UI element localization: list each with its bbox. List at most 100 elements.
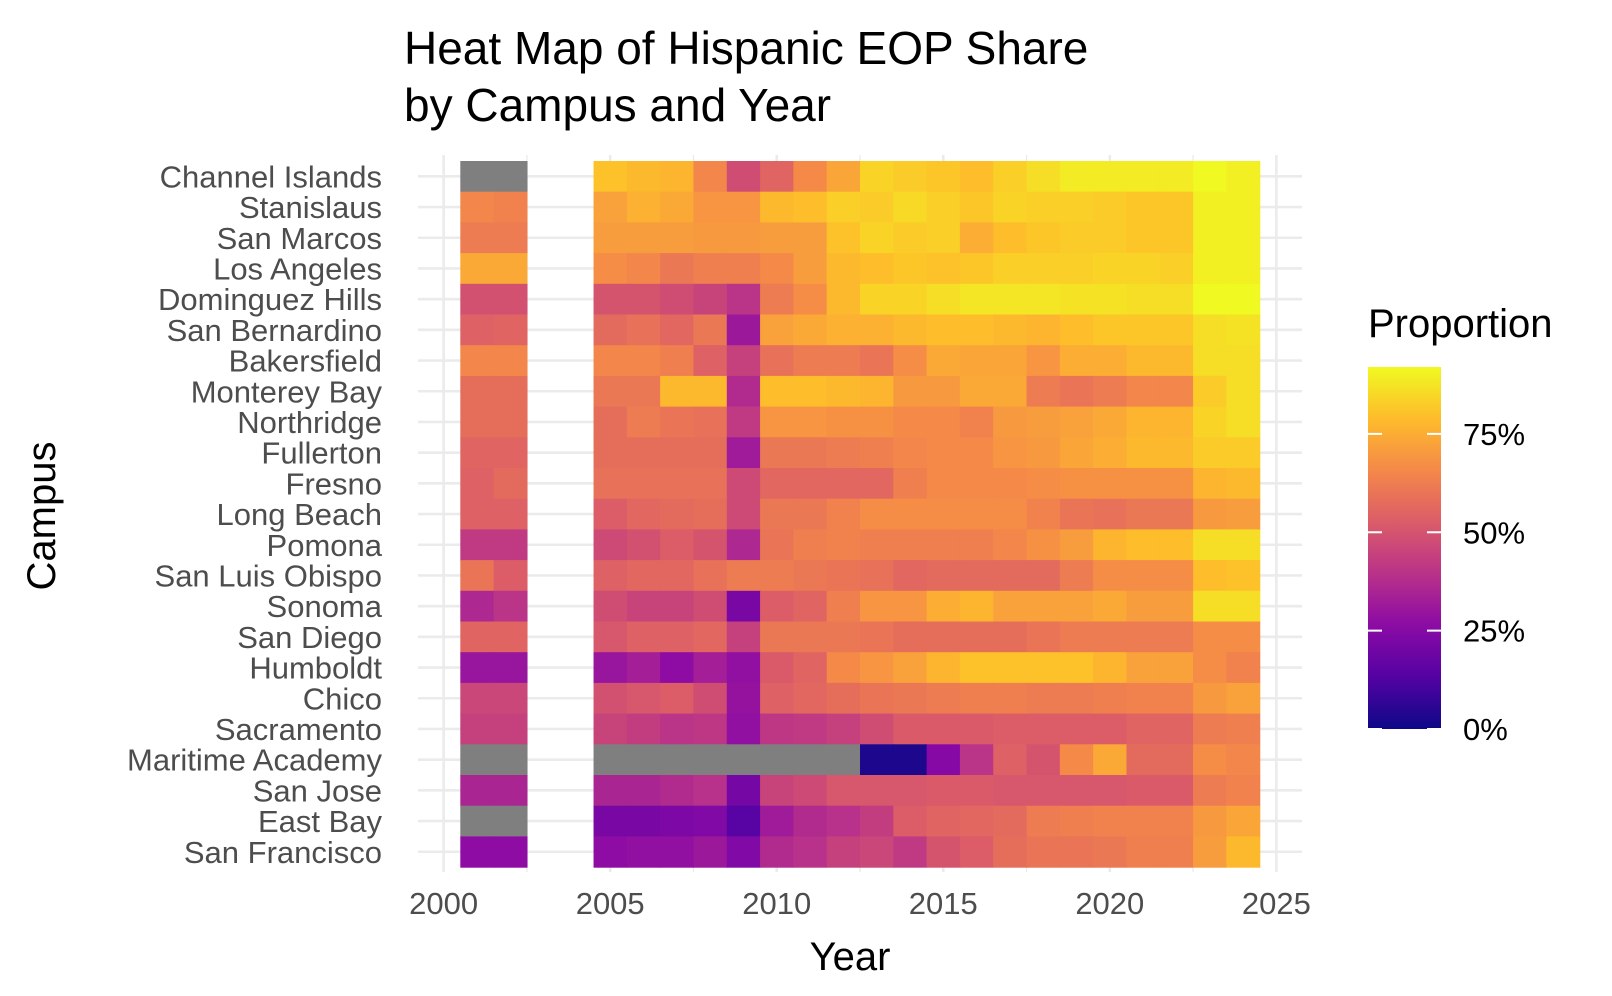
- heatmap-cell: [860, 161, 894, 193]
- y-tick-label: Long Beach: [217, 497, 382, 532]
- x-tick-label: 2015: [909, 886, 978, 921]
- heatmap-cell: [893, 744, 928, 776]
- heatmap-cell: [893, 222, 928, 254]
- heatmap-cell: [493, 468, 528, 500]
- heatmap-cell: [959, 283, 994, 316]
- heatmap-cell: [460, 805, 495, 837]
- heatmap-cell: [760, 805, 794, 837]
- heatmap-cell: [1093, 222, 1128, 254]
- heatmap-cell: [1226, 406, 1261, 438]
- y-tick-label: Fullerton: [261, 436, 382, 471]
- heatmap-cell: [1193, 437, 1227, 469]
- heatmap-cell: [726, 529, 761, 561]
- heatmap-cell: [660, 775, 695, 807]
- heatmap-cell: [959, 590, 994, 623]
- heatmap-cell: [826, 713, 861, 745]
- heatmap-cell: [693, 283, 728, 316]
- heatmap-cell: [1093, 621, 1128, 653]
- heatmap-cell: [1026, 283, 1061, 316]
- heatmap-cell: [1059, 621, 1094, 653]
- heatmap-cell: [726, 744, 761, 776]
- heatmap-cell: [793, 560, 828, 592]
- y-tick-label: Channel Islands: [160, 159, 382, 194]
- heatmap-cell: [693, 529, 728, 561]
- heatmap-cell: [626, 590, 661, 623]
- heatmap-cell: [1193, 191, 1227, 223]
- heatmap-cell: [1059, 375, 1094, 408]
- legend-title: Proportion: [1368, 302, 1553, 346]
- heatmap-cell: [1226, 682, 1261, 715]
- heatmap-cell: [1159, 560, 1194, 592]
- heatmap-cell: [493, 345, 528, 377]
- heatmap-cell: [593, 437, 628, 469]
- legend-colorbar: [1368, 367, 1441, 729]
- heatmap-cell: [893, 191, 928, 223]
- heatmap-cell: [493, 191, 528, 223]
- heatmap-cell: [1226, 805, 1261, 837]
- heatmap-cell: [793, 652, 828, 684]
- heatmap-cell: [1159, 222, 1194, 254]
- heatmap-cell: [760, 191, 794, 223]
- y-tick-label: Sonoma: [267, 589, 383, 624]
- heatmap-cell: [860, 682, 894, 715]
- heatmap-cell: [660, 836, 695, 868]
- heatmap-cell: [993, 713, 1028, 745]
- heatmap-cell: [1193, 498, 1227, 530]
- heatmap-cell: [726, 621, 761, 653]
- heatmap-cell: [1226, 744, 1261, 776]
- heatmap-cell: [826, 437, 861, 469]
- heatmap-cell: [1193, 775, 1227, 807]
- heatmap-cell: [1059, 253, 1094, 285]
- heatmap-cell: [826, 468, 861, 500]
- heatmap-cell: [926, 590, 961, 623]
- heatmap-cell: [626, 437, 661, 469]
- heatmap-cell: [1126, 161, 1161, 193]
- heatmap-cell: [660, 682, 695, 715]
- heatmap-cell: [893, 345, 928, 377]
- heatmap-cell: [860, 744, 894, 776]
- heatmap-cell: [493, 805, 528, 837]
- heatmap-cell: [760, 283, 794, 316]
- heatmap-cell: [993, 560, 1028, 592]
- heatmap-cell: [626, 682, 661, 715]
- heatmap-cell: [826, 161, 861, 193]
- heatmap-cell: [1059, 161, 1094, 193]
- heatmap-cell: [626, 652, 661, 684]
- heatmap-cell: [1026, 621, 1061, 653]
- heatmap-cell: [1059, 560, 1094, 592]
- heatmap-cell: [593, 498, 628, 530]
- heatmap-cell: [893, 253, 928, 285]
- heatmap-cell: [1026, 744, 1061, 776]
- heatmap-cell: [1226, 713, 1261, 745]
- heatmap-cell: [1093, 836, 1128, 868]
- heatmap-cell: [959, 161, 994, 193]
- heatmap-cell: [959, 222, 994, 254]
- y-tick-label: San Luis Obispo: [155, 558, 382, 593]
- heatmap-cell: [1059, 437, 1094, 469]
- heatmap-cell: [826, 836, 861, 868]
- y-tick-label: Los Angeles: [213, 251, 382, 286]
- heatmap-cell: [1126, 529, 1161, 561]
- heatmap-cell: [660, 437, 695, 469]
- heatmap-cell: [1159, 682, 1194, 715]
- y-tick-label: San Marcos: [217, 221, 382, 256]
- heatmap-cell: [826, 314, 861, 346]
- heatmap-cell: [993, 468, 1028, 500]
- heatmap-cell: [926, 283, 961, 316]
- heatmap-cell: [1226, 345, 1261, 377]
- heatmap-cell: [1126, 713, 1161, 745]
- heatmap-cell: [926, 191, 961, 223]
- heatmap-cell: [593, 590, 628, 623]
- heatmap-cell: [493, 836, 528, 868]
- heatmap-cell: [593, 805, 628, 837]
- heatmap-cell: [660, 345, 695, 377]
- heatmap-cell: [1093, 437, 1128, 469]
- heatmap-cell: [926, 345, 961, 377]
- heatmap-cell: [693, 805, 728, 837]
- heatmap-cell: [1159, 775, 1194, 807]
- heatmap-cell: [760, 590, 794, 623]
- heatmap-cell: [626, 560, 661, 592]
- heatmap-cell: [1159, 621, 1194, 653]
- heatmap-cell: [993, 836, 1028, 868]
